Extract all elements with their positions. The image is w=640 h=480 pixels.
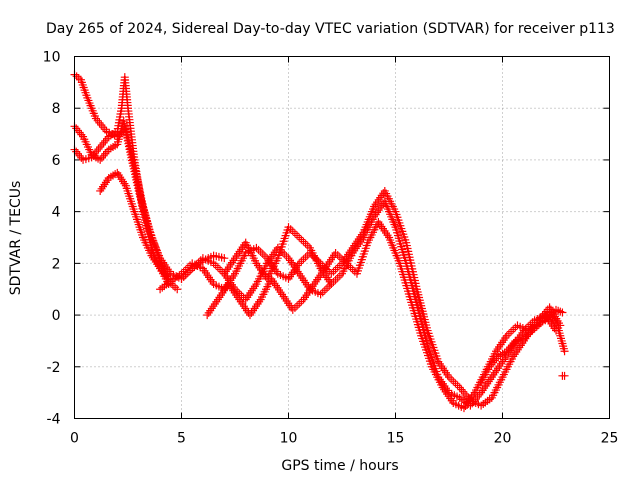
- data-point: [72, 147, 81, 156]
- data-point: [560, 371, 569, 380]
- data-point: [254, 245, 263, 254]
- data-point: [290, 229, 299, 238]
- x-tick-label: 15: [387, 431, 405, 447]
- data-point: [331, 275, 340, 284]
- data-point: [558, 308, 567, 317]
- x-tick-label: 5: [177, 431, 186, 447]
- data-point: [73, 149, 82, 158]
- data-point: [327, 280, 336, 289]
- x-tick-label: 10: [280, 431, 298, 447]
- data-point: [97, 140, 106, 149]
- data-point: [449, 377, 458, 386]
- data-point: [329, 267, 338, 276]
- data-point: [509, 325, 518, 334]
- y-axis-label: SDTVAR / TECUs: [8, 181, 24, 296]
- x-tick-label: 25: [601, 431, 619, 447]
- data-point: [504, 329, 513, 338]
- data-point: [507, 327, 516, 336]
- data-point: [77, 153, 86, 162]
- data-point: [280, 250, 289, 259]
- data-point: [220, 254, 229, 263]
- data-point: [318, 288, 327, 297]
- data-point: [99, 123, 108, 132]
- data-point: [453, 381, 462, 390]
- data-points: [70, 70, 569, 413]
- data-point: [459, 387, 468, 396]
- x-tick-label: 20: [494, 431, 512, 447]
- plot-frame: [74, 56, 610, 419]
- data-point: [258, 250, 267, 259]
- data-point: [72, 72, 81, 81]
- data-point: [325, 282, 334, 291]
- data-point: [299, 237, 308, 246]
- data-point: [511, 323, 520, 332]
- data-point: [335, 271, 344, 280]
- data-point: [447, 375, 456, 384]
- data-point: [173, 285, 182, 294]
- data-point: [94, 145, 103, 154]
- x-axis-label: GPS time / hours: [281, 458, 398, 474]
- data-point: [295, 299, 304, 308]
- data-point: [99, 138, 108, 147]
- data-point: [348, 265, 357, 274]
- y-tick-label: -4: [47, 412, 61, 428]
- data-point: [335, 253, 344, 262]
- data-point: [331, 265, 340, 274]
- data-point: [95, 118, 104, 127]
- data-point: [457, 385, 466, 394]
- data-point: [320, 286, 329, 295]
- data-point: [256, 247, 265, 256]
- data-point: [73, 126, 82, 135]
- chart-title: Day 265 of 2024, Sidereal Day-to-day VTE…: [46, 21, 615, 37]
- data-point: [288, 227, 297, 236]
- data-point: [72, 124, 81, 133]
- data-point: [213, 263, 222, 272]
- data-point: [97, 121, 106, 130]
- data-point: [455, 383, 464, 392]
- grid: [74, 56, 610, 419]
- data-point: [333, 263, 342, 272]
- data-point: [282, 252, 291, 261]
- y-tick-label: 6: [52, 153, 61, 169]
- y-tick-label: 0: [52, 308, 61, 324]
- y-tick-label: 2: [52, 256, 61, 272]
- data-point: [297, 297, 306, 306]
- data-point: [216, 265, 225, 274]
- data-point: [297, 235, 306, 244]
- data-point: [295, 233, 304, 242]
- data-point: [97, 153, 106, 162]
- y-tick-label: -2: [47, 360, 61, 376]
- data-point: [299, 255, 308, 264]
- data-point: [101, 136, 110, 145]
- data-point: [100, 125, 109, 134]
- data-point: [75, 128, 84, 137]
- data-point: [333, 273, 342, 282]
- data-point: [301, 239, 310, 248]
- data-point: [451, 379, 460, 388]
- x-tick-label: 0: [70, 431, 79, 447]
- data-point: [297, 257, 306, 266]
- tick-labels: 0 5 10 15 20 25 -4 -2 0 2 4 6 8 10: [43, 50, 619, 447]
- data-point: [101, 149, 110, 158]
- data-point: [293, 301, 302, 310]
- y-tick-label: 10: [43, 50, 61, 66]
- data-point: [301, 253, 310, 262]
- y-tick-label: 8: [52, 101, 61, 117]
- data-point: [560, 347, 569, 356]
- data-point: [293, 231, 302, 240]
- y-tick-label: 4: [52, 205, 61, 221]
- data-point: [303, 241, 312, 250]
- data-point: [96, 143, 105, 151]
